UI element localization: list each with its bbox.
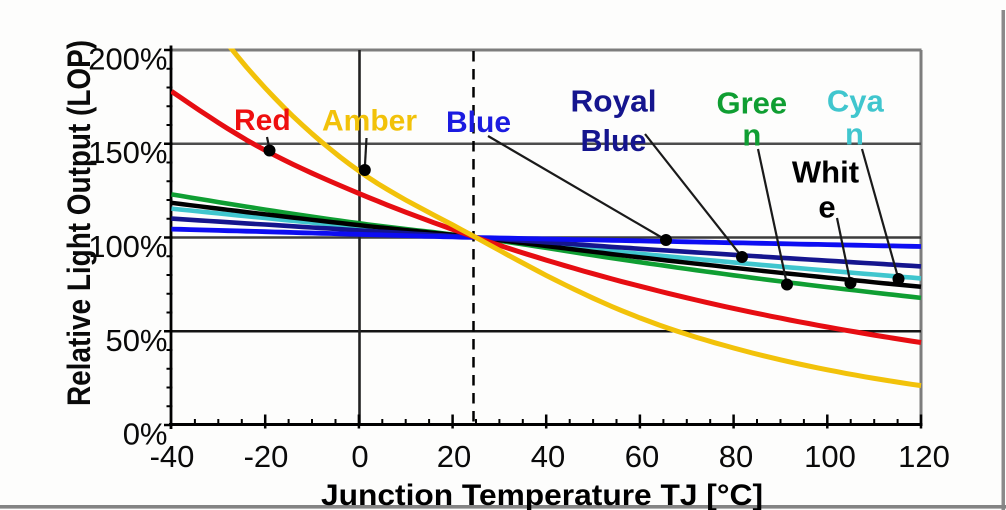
svg-text:120: 120 — [898, 439, 950, 474]
svg-text:Relative Light Output (LOP): Relative Light Output (LOP) — [61, 40, 97, 406]
svg-text:200%: 200% — [88, 42, 167, 77]
svg-text:0: 0 — [351, 439, 368, 474]
svg-text:80: 80 — [719, 439, 753, 474]
svg-text:-20: -20 — [244, 439, 289, 474]
svg-text:Gree: Gree — [716, 86, 787, 121]
svg-text:n: n — [742, 118, 761, 153]
svg-text:Blue: Blue — [581, 123, 647, 158]
svg-text:100%: 100% — [88, 229, 167, 264]
svg-text:Amber: Amber — [322, 105, 417, 138]
svg-text:Red: Red — [234, 104, 291, 137]
svg-text:150%: 150% — [88, 135, 167, 170]
svg-text:60: 60 — [625, 439, 659, 474]
svg-text:0%: 0% — [123, 417, 168, 452]
svg-text:Whit: Whit — [792, 155, 859, 190]
svg-text:40: 40 — [531, 439, 565, 474]
svg-text:50%: 50% — [105, 323, 167, 358]
svg-text:e: e — [818, 190, 835, 225]
svg-text:Cya: Cya — [827, 84, 885, 119]
svg-text:n: n — [845, 117, 864, 152]
svg-text:20: 20 — [437, 439, 471, 474]
svg-text:Royal: Royal — [571, 84, 657, 119]
svg-text:Junction Temperature TJ [°C]: Junction Temperature TJ [°C] — [321, 479, 763, 510]
svg-text:100: 100 — [804, 439, 856, 474]
svg-text:Blue: Blue — [446, 106, 511, 139]
svg-text:-40: -40 — [150, 439, 195, 474]
